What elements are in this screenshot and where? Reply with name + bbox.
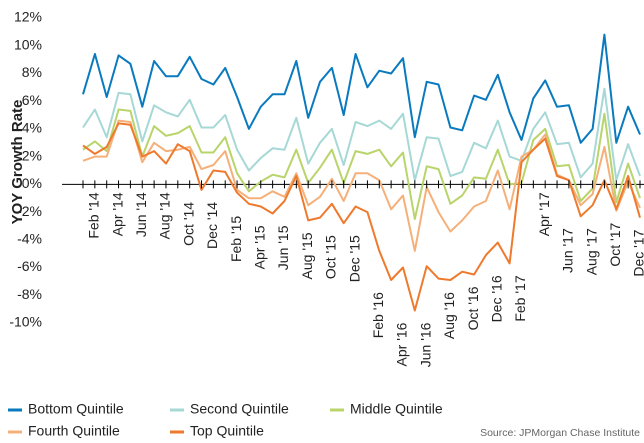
x-tick-label: Oct '17 xyxy=(607,222,623,266)
y-tick-label: 4% xyxy=(22,120,42,136)
y-tick-label: -8% xyxy=(17,286,42,302)
x-tick-label: Jun '15 xyxy=(275,225,291,270)
x-tick-label: Apr '14 xyxy=(109,192,125,236)
legend-label: Second Quintile xyxy=(190,401,289,417)
legend-label: Fourth Quintile xyxy=(28,423,120,439)
legend-label: Bottom Quintile xyxy=(28,401,124,417)
x-tick-label: Dec '15 xyxy=(346,235,362,282)
x-tick-label: Apr '17 xyxy=(536,192,552,236)
series-line xyxy=(82,108,641,220)
y-axis-title: YOY Growth Rate xyxy=(9,100,26,225)
y-tick-label: 8% xyxy=(22,64,42,80)
y-tick-label: -4% xyxy=(17,231,42,247)
y-tick-label: -6% xyxy=(17,258,42,274)
x-tick-label: Jun '16 xyxy=(417,322,433,367)
x-tick-label: Apr '15 xyxy=(251,225,267,269)
y-tick-label: 10% xyxy=(14,36,42,52)
y-tick-label: -10% xyxy=(9,314,42,330)
series-line xyxy=(82,33,641,144)
source-note: Source: JPMorgan Chase Institute xyxy=(480,427,640,439)
legend-label: Middle Quintile xyxy=(350,401,443,417)
x-tick-label: Aug '17 xyxy=(583,228,599,275)
x-tick-label: Feb '14 xyxy=(86,192,102,238)
x-tick-label: Oct '14 xyxy=(180,202,196,246)
x-tick-label: Dec '17 xyxy=(631,229,644,276)
series-line xyxy=(82,119,641,252)
y-tick-label: 0% xyxy=(22,175,42,191)
x-tick-label: Aug '14 xyxy=(157,192,173,239)
y-tick-label: 6% xyxy=(22,92,42,108)
x-tick-label: Apr '16 xyxy=(394,322,410,366)
x-tick-label: Feb '15 xyxy=(228,216,244,262)
x-tick-label: Jun '14 xyxy=(133,192,149,237)
y-tick-label: 2% xyxy=(22,147,42,163)
series-line xyxy=(82,122,641,312)
x-tick-label: Aug '15 xyxy=(299,232,315,279)
x-tick-label: Aug '16 xyxy=(441,292,457,339)
y-tick-label: 12% xyxy=(14,9,42,25)
y-tick-label: -2% xyxy=(17,203,42,219)
x-tick-label: Feb '17 xyxy=(512,275,528,321)
legend-label: Top Quintile xyxy=(190,423,264,439)
x-tick-label: Feb '16 xyxy=(370,292,386,338)
x-tick-label: Dec '14 xyxy=(204,202,220,249)
x-tick-label: Jun '17 xyxy=(560,228,576,273)
x-tick-label: Oct '15 xyxy=(323,235,339,279)
series-line xyxy=(82,87,641,182)
x-tick-label: Dec '16 xyxy=(488,275,504,322)
x-tick-label: Oct '16 xyxy=(465,286,481,330)
